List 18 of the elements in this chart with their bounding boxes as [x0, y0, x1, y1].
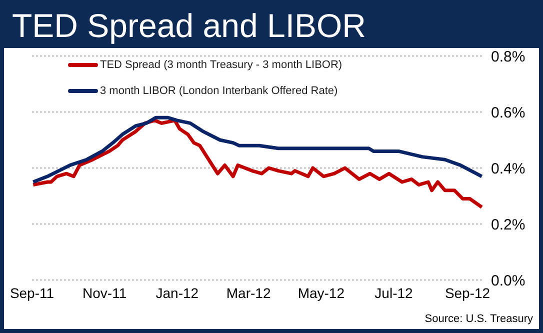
x-tick-label: Jan-12 — [156, 284, 199, 301]
y-tick-label: 0.2% — [491, 216, 526, 234]
y-tick-label: 0.0% — [491, 272, 526, 290]
legend-label: TED Spread (3 month Treasury - 3 month LIBOR) — [100, 58, 342, 73]
line-series — [32, 118, 483, 209]
line-series — [32, 116, 483, 184]
x-tick-label: Sep-12 — [444, 284, 490, 301]
x-tick-label: Nov-11 — [82, 284, 127, 301]
legend-label: 3 month LIBOR (London Interbank Offered Rate) — [100, 84, 338, 99]
y-tick-label: 0.8% — [491, 48, 526, 66]
chart-title: TED Spread and LIBOR — [4, 4, 539, 48]
x-tick-label: May-12 — [298, 284, 345, 301]
y-tick-label: 0.4% — [491, 160, 526, 178]
x-tick-label: Jul-12 — [374, 284, 414, 301]
x-tick-label: Sep-11 — [10, 284, 54, 301]
x-tick-label: Mar-12 — [226, 284, 271, 301]
y-tick-label: 0.6% — [491, 104, 526, 122]
source-note: Source: U.S. Treasury — [424, 313, 533, 325]
